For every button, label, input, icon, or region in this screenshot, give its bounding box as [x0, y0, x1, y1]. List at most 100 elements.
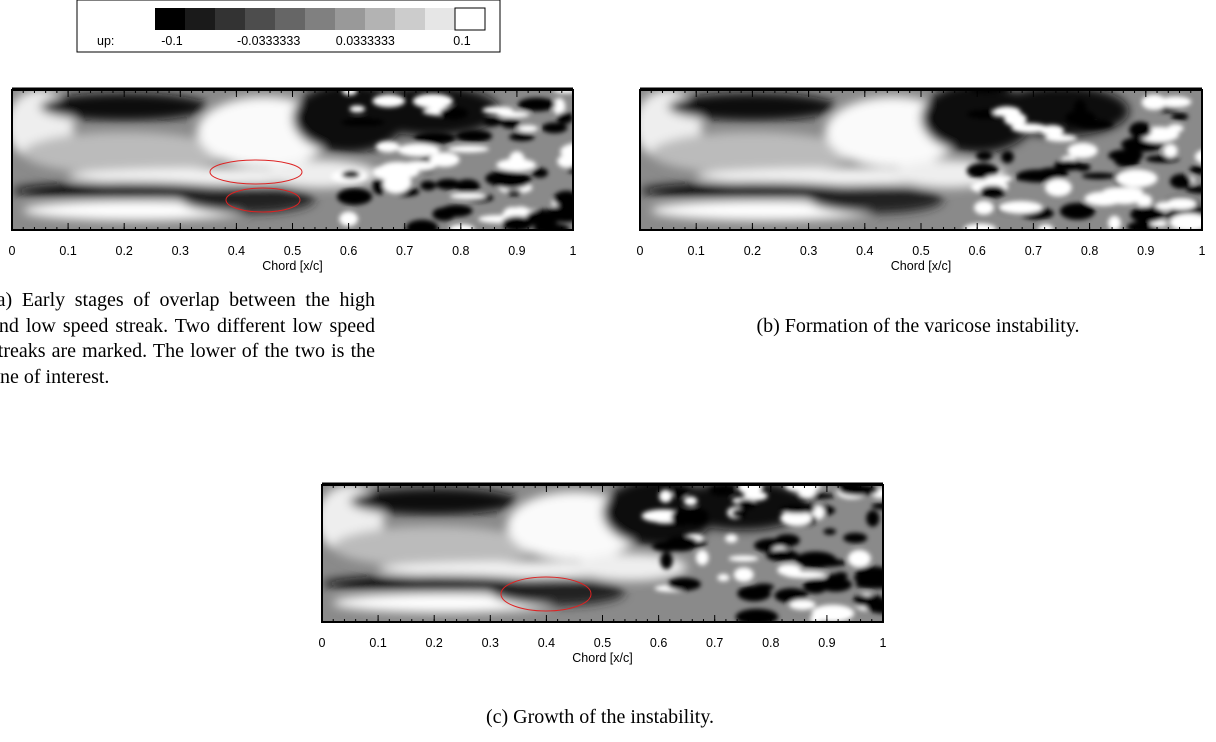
contour-turbulence	[641, 485, 883, 622]
contour-spot	[695, 549, 709, 566]
contour-spot	[455, 179, 480, 194]
contour-blob	[40, 92, 209, 121]
contour-spot	[862, 594, 883, 610]
contour-blob	[333, 526, 536, 568]
contour-spot	[847, 549, 871, 568]
contour-spot	[556, 111, 573, 124]
x-tick-label: 0.1	[688, 244, 705, 258]
x-tick-label: 0.9	[818, 636, 835, 650]
contour-turbulence	[331, 90, 573, 230]
caption-b: (b) Formation of the varicose instabilit…	[756, 315, 1080, 337]
x-tick-label: 0.4	[856, 244, 873, 258]
contour-spot	[1159, 96, 1192, 108]
contour-spot	[1038, 224, 1054, 230]
contour-spot	[449, 224, 475, 230]
contour-spot	[506, 189, 522, 196]
highlight-ellipse	[225, 187, 301, 213]
contour-spot	[1189, 165, 1202, 175]
x-tick-label: 0.6	[969, 244, 986, 258]
contour-spot	[500, 118, 521, 129]
contour-spot	[1059, 202, 1096, 220]
contour-spot	[779, 505, 816, 514]
contour-spot	[412, 93, 454, 109]
contour-spot	[1136, 194, 1153, 208]
contour-spot	[975, 150, 993, 161]
contour-blob	[12, 182, 237, 200]
contour-spot	[485, 170, 526, 187]
contour-spot	[725, 534, 738, 543]
contour-spot	[664, 535, 698, 552]
swatch	[305, 8, 335, 30]
swatch	[365, 8, 395, 30]
swatch	[425, 8, 455, 30]
contour-spot	[819, 577, 852, 592]
contour-spot	[497, 111, 530, 118]
contour-blob	[574, 553, 687, 581]
contour-spot	[774, 588, 808, 604]
contour-spot	[1169, 173, 1192, 189]
contour-spot	[809, 615, 823, 622]
contour-spot	[1169, 213, 1202, 230]
contour-spot	[525, 209, 560, 227]
contour-spot	[342, 90, 358, 96]
contour-spot	[508, 132, 535, 142]
contour-spot	[375, 141, 400, 153]
contour-spot	[341, 170, 360, 179]
contour-spot	[429, 152, 460, 167]
swatch	[454, 7, 486, 31]
contour-spot	[671, 488, 688, 498]
contour-spot	[823, 528, 837, 535]
contour-spot	[435, 178, 461, 190]
contour-spot	[1044, 178, 1072, 197]
contour-spot	[717, 573, 730, 582]
colorbar-tick-label: -0.1	[161, 34, 183, 48]
x-tick-label: 0	[637, 244, 644, 258]
contour-spot	[1015, 175, 1042, 182]
contour-spot	[683, 496, 698, 506]
x-tick-label: 0.2	[744, 244, 761, 258]
contour-spot	[420, 180, 437, 191]
x-tick-label: 0.5	[284, 244, 301, 258]
x-tick-label: 0.7	[706, 636, 723, 650]
contour-spot	[731, 508, 747, 519]
contour-spot	[733, 567, 754, 582]
caption-c: (c) Growth of the instability.	[485, 706, 715, 728]
x-tick-label: 1	[570, 244, 577, 258]
contour-spot	[993, 106, 1021, 117]
contour-spot	[1081, 172, 1116, 180]
contour-spot	[737, 499, 757, 510]
contour-spot	[1102, 187, 1144, 195]
contour-spot	[979, 185, 1006, 198]
contour-spot	[517, 97, 556, 112]
x-tick-label: 0.8	[762, 636, 779, 650]
contour-spot	[336, 188, 373, 206]
x-tick-label: 0.1	[369, 636, 386, 650]
contour-spot	[449, 192, 487, 200]
contour-field	[12, 90, 573, 230]
contour-spot	[553, 98, 566, 116]
x-tick-label: 0.3	[172, 244, 189, 258]
caption-a: (a) Early stages of overlap between the …	[0, 289, 375, 388]
x-tick-label: 0.9	[1137, 244, 1154, 258]
highlight-ellipse	[500, 576, 592, 612]
x-tick-label: 0.7	[396, 244, 413, 258]
contour-spot	[531, 167, 548, 178]
contour-spot	[1108, 215, 1121, 230]
contour-blob	[668, 92, 837, 121]
contour-spot	[985, 175, 1013, 183]
x-tick-label: 1	[880, 636, 887, 650]
contour-blob	[180, 185, 315, 214]
x-tick-label: 0.5	[912, 244, 929, 258]
contour-blob	[808, 185, 944, 214]
contour-spot	[797, 485, 817, 499]
contour-spot	[1141, 94, 1167, 110]
highlight-ellipse	[209, 159, 303, 185]
contour-spot	[432, 207, 456, 221]
contour-spot	[866, 510, 880, 527]
colorbar-tick-label: 0.0333333	[336, 34, 395, 48]
contour-blobs	[640, 90, 1129, 221]
x-tick-label: 0.3	[800, 244, 817, 258]
contour-spot	[456, 129, 493, 143]
contour-spot	[766, 549, 799, 562]
